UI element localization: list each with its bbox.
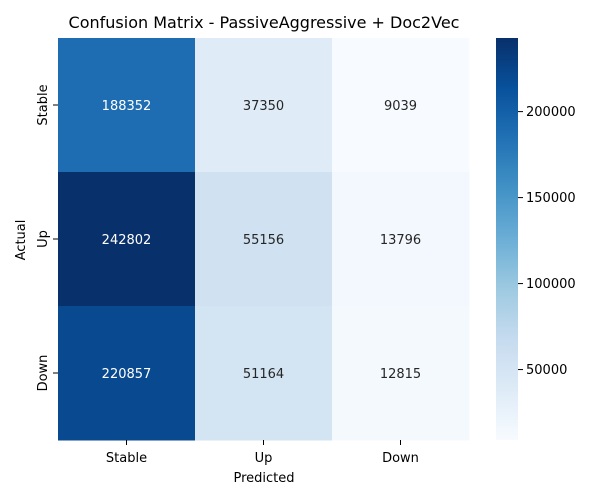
chart-title: Confusion Matrix - PassiveAggressive + D…: [69, 13, 460, 32]
cell-value-label: 242802: [102, 233, 152, 248]
colorbar-ticks: 50000 100000 150000 200000: [518, 105, 576, 378]
x-axis-label: Predicted: [233, 471, 294, 486]
x-axis-ticks: Stable Up Down: [106, 440, 419, 466]
heatmap-cell: [332, 306, 470, 441]
heatmap-cell: [332, 38, 470, 173]
colorbar-tick-label: 150000: [526, 191, 576, 206]
y-tick-label: Down: [36, 355, 51, 392]
colorbar-tick-label: 200000: [526, 105, 576, 120]
cell-value-label: 188352: [102, 99, 152, 114]
heatmap-cell: [58, 38, 196, 173]
heatmap-cells: [58, 38, 470, 441]
heatmap-cell: [195, 172, 333, 307]
x-tick-label: Up: [255, 451, 273, 466]
heatmap-cell: [58, 172, 196, 307]
y-tick-label: Up: [36, 230, 51, 248]
heatmap-cell: [195, 38, 333, 173]
colorbar-tick-label: 50000: [526, 363, 567, 378]
cell-value-label: 220857: [102, 367, 152, 382]
y-axis-label: Actual: [14, 220, 29, 261]
heatmap-cell-labels: 188352 37350 9039 242802 55156 13796 220857 511…: [102, 99, 422, 382]
colorbar-tick-label: 100000: [526, 277, 576, 292]
x-tick-label: Down: [382, 451, 419, 466]
cell-value-label: 51164: [243, 367, 284, 382]
x-tick-label: Stable: [106, 451, 147, 466]
cell-value-label: 9039: [384, 99, 417, 114]
colorbar: [496, 38, 518, 440]
cell-value-label: 13796: [380, 233, 421, 248]
heatmap-cell: [332, 172, 470, 307]
heatmap-cell: [195, 306, 333, 441]
cell-value-label: 55156: [243, 233, 284, 248]
cell-value-label: 12815: [380, 367, 421, 382]
y-tick-label: Stable: [36, 84, 51, 125]
heatmap-cell: [58, 306, 196, 441]
cell-value-label: 37350: [243, 99, 284, 114]
y-axis-ticks: Stable Up Down: [36, 84, 58, 391]
